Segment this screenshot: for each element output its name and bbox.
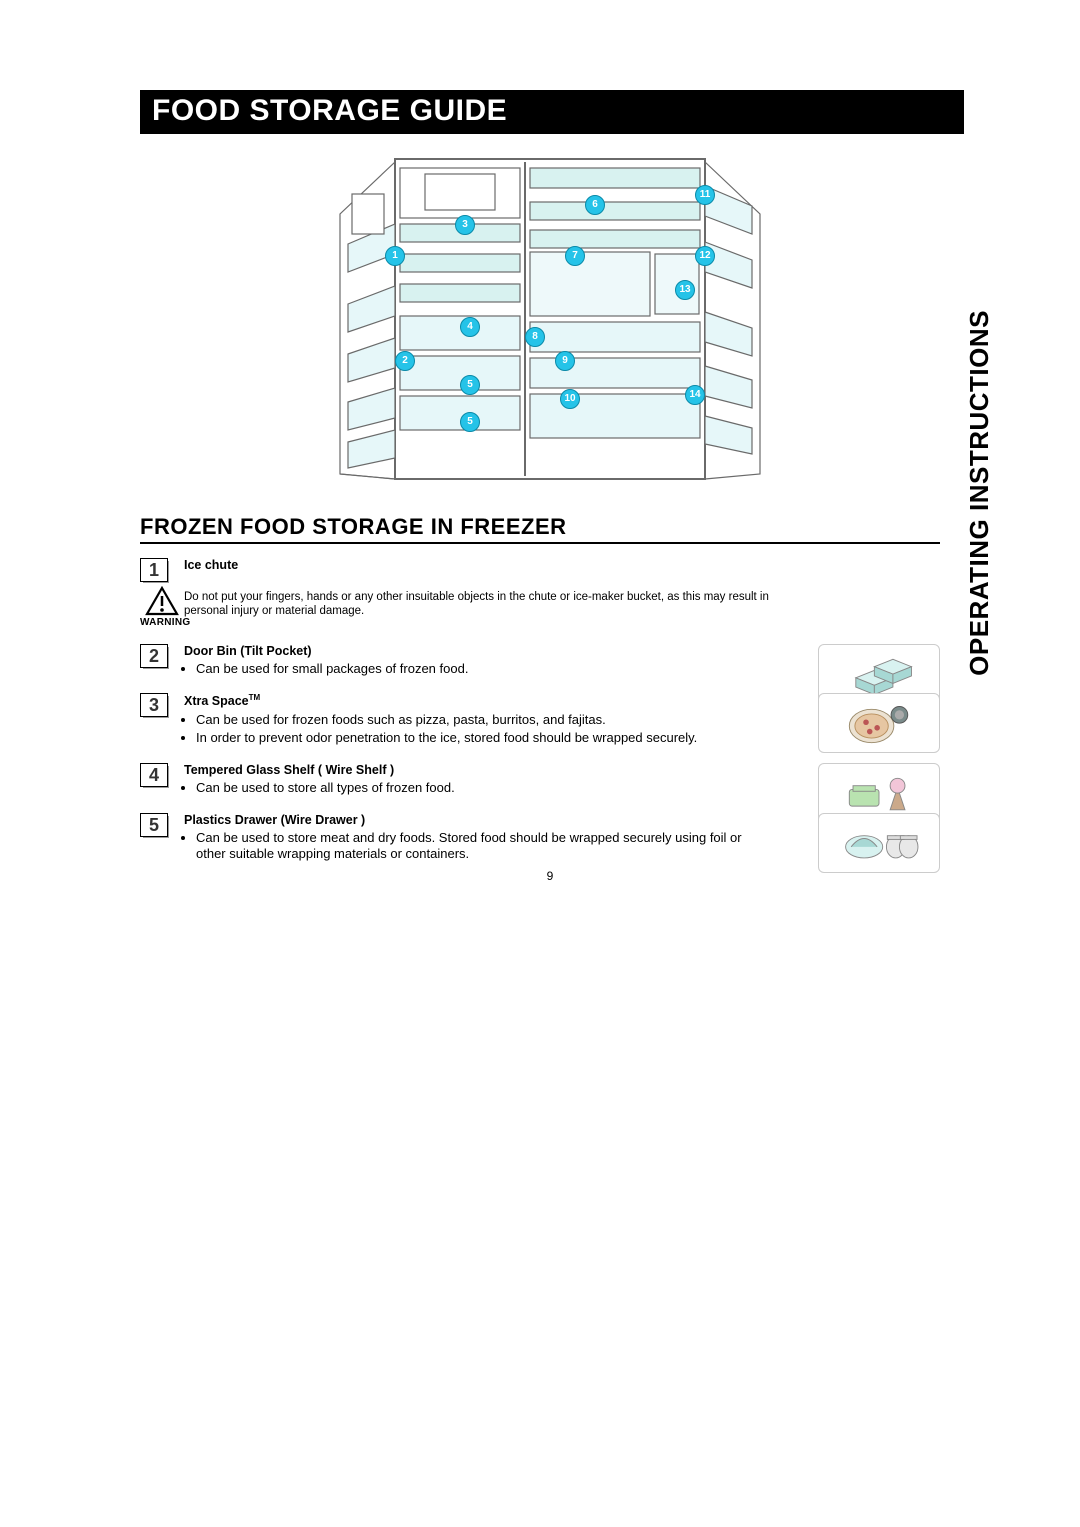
item-number-badge: 3 xyxy=(140,693,170,719)
item-row: 4 Tempered Glass Shelf ( Wire Shelf )Can… xyxy=(140,763,940,799)
illustration-box xyxy=(818,693,940,753)
side-tab: OPERATING INSTRUCTIONS xyxy=(964,310,995,676)
item-bullet: Can be used to store all types of frozen… xyxy=(196,780,760,796)
item-row: 2 Door Bin (Tilt Pocket)Can be used for … xyxy=(140,644,940,680)
diagram-callout: 5 xyxy=(460,375,480,395)
item-row: 5 Plastics Drawer (Wire Drawer )Can be u… xyxy=(140,813,940,865)
diagram-callout: 10 xyxy=(560,389,580,409)
item-row: 1 Ice chute xyxy=(140,558,940,584)
fridge-diagram: 12345567891011121314 xyxy=(300,154,800,494)
diagram-callout: 12 xyxy=(695,246,715,266)
diagram-callout: 1 xyxy=(385,246,405,266)
section-heading: FROZEN FOOD STORAGE IN FREEZER xyxy=(140,514,940,544)
item-number-badge: 4 xyxy=(140,763,170,789)
warning-icon xyxy=(145,586,179,616)
warning-icon-col: WARNING xyxy=(140,586,184,630)
page-title: FOOD STORAGE GUIDE xyxy=(140,90,964,134)
warning-text: Do not put your fingers, hands or any ot… xyxy=(184,590,940,619)
item-body: Ice chute xyxy=(184,558,940,576)
diagram-callout: 7 xyxy=(565,246,585,266)
illustration-box xyxy=(818,813,940,873)
diagram-callout: 13 xyxy=(675,280,695,300)
item-title: Ice chute xyxy=(184,558,940,574)
warning-label: WARNING xyxy=(140,617,184,630)
item-number-badge: 5 xyxy=(140,813,170,839)
item-row: 3 Xtra SpaceTMCan be used for frozen foo… xyxy=(140,693,940,748)
item-bullet: Can be used for frozen foods such as piz… xyxy=(196,712,760,728)
warning-row: WARNING Do not put your fingers, hands o… xyxy=(140,590,940,630)
diagram-callout: 11 xyxy=(695,185,715,205)
item-bullet: Can be used to store meat and dry foods.… xyxy=(196,830,760,863)
item-bullet: Can be used for small packages of frozen… xyxy=(196,661,760,677)
item-number-badge: 1 xyxy=(140,558,170,584)
fridge-svg xyxy=(300,154,800,494)
diagram-callout: 6 xyxy=(585,195,605,215)
item-number-badge: 2 xyxy=(140,644,170,670)
item-bullet: In order to prevent odor penetration to … xyxy=(196,730,760,746)
items-list: 1 Ice chute WARNING Do not put your finge… xyxy=(140,558,940,865)
